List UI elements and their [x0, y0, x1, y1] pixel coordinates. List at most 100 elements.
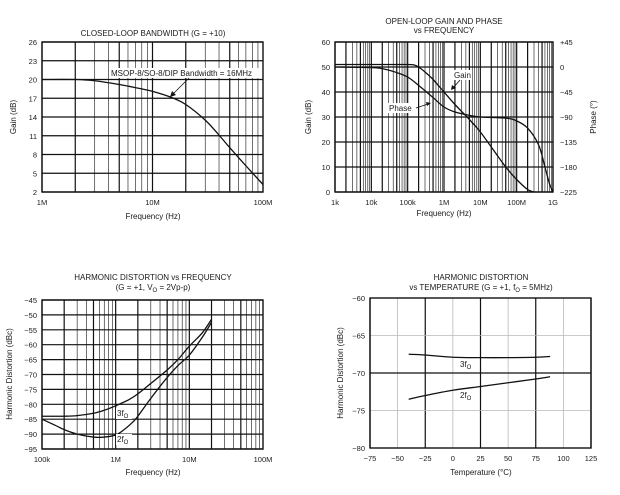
y-tick-label: 14	[29, 113, 37, 122]
bandwidth-annotation: MSOP-8/SO-8/DIP Bandwidth = 16MHz	[111, 69, 252, 78]
harmonic-distortion-vs-frequency-chart: 100k 1M 10M 100M −95 −90 −85 −80 −75 −70 −65 −60 −55…	[5, 273, 272, 477]
phase-arrowhead	[426, 102, 431, 106]
y-tick-label: 0	[326, 188, 330, 197]
x-tick-label: 10M	[473, 198, 488, 207]
grid	[41, 299, 263, 450]
series-label-2fo: 2fO	[460, 391, 472, 402]
y-tick-label: −65	[24, 356, 37, 365]
y-tick-label: −80	[24, 400, 37, 409]
x-tick-label: 75	[532, 454, 540, 463]
y-tick-label: 30	[322, 113, 330, 122]
series-line-2fo	[41, 322, 213, 439]
y-tick-label: 5	[33, 169, 37, 178]
annotation-arrowhead	[170, 91, 176, 97]
annotation-background	[110, 68, 262, 78]
series-label-3fo: 3fO	[117, 409, 129, 420]
tick-labels: 100k 1M 10M 100M −95 −90 −85 −80 −75 −70 −65 −60 −55…	[24, 296, 272, 464]
x-tick-label: 10M	[182, 455, 197, 464]
x-tick-label: 10M	[145, 198, 160, 207]
series-group	[41, 319, 213, 439]
x-axis-label: Frequency (Hz)	[125, 468, 180, 477]
harmonic-distortion-vs-temperature-chart: −75 −50 −25 0 25 50 75 100 125−80−75−70−65−60 HA…	[336, 273, 597, 477]
chart-title: CLOSED-LOOP BANDWIDTH (G = +10)	[81, 29, 226, 38]
x-tick-label: −75	[364, 454, 377, 463]
label-3fo-sub: O	[467, 365, 472, 371]
y-tick-label: 50	[322, 63, 330, 72]
subtitle-subscript: O	[153, 288, 158, 294]
label-3fo-sub: O	[124, 414, 129, 420]
y-tick-label: 20	[29, 76, 37, 85]
label-2fo-sub: O	[467, 396, 472, 402]
x-tick-label: 50	[504, 454, 512, 463]
y-tick-label: 2	[33, 188, 37, 197]
series-group	[408, 353, 551, 400]
tick-labels: −75 −50 −25 0 25 50 75 100 125−80−75−70−65−60	[352, 294, 597, 463]
x-axis-label: Frequency (Hz)	[125, 212, 180, 221]
y-tick-label: −60	[352, 294, 365, 303]
gain-arrowhead	[451, 85, 456, 90]
y-tick-label: −90	[24, 430, 37, 439]
series-label-2fo: 2fO	[117, 435, 129, 446]
series-line-gain	[41, 78, 264, 185]
series-line-3fo	[408, 353, 551, 359]
tick-labels: 1M 10M 100M 2 5 8 11 14 17 20 23 26	[29, 38, 273, 207]
subtitle-end: = 2Vp-p)	[157, 283, 190, 292]
y-tick-label: 10	[322, 163, 330, 172]
x-tick-label: 100k	[400, 198, 417, 207]
y-tick-label: 11	[29, 132, 37, 141]
y2-tick-label: 0	[560, 63, 564, 72]
y-tick-label: −50	[24, 311, 37, 320]
subtitle-start: (G = +1, V	[116, 283, 154, 292]
chart-title: OPEN-LOOP GAIN AND PHASE	[385, 17, 502, 26]
phase-curve-label: Phase	[389, 104, 412, 113]
x-tick-label: 10k	[365, 198, 377, 207]
y-tick-label: 17	[29, 94, 37, 103]
x-tick-label: −50	[391, 454, 404, 463]
y-tick-label: −95	[24, 445, 37, 454]
x-tick-label: 1k	[331, 198, 339, 207]
y-tick-label: 20	[322, 138, 330, 147]
y2-tick-label: +45	[560, 38, 573, 47]
closed-loop-bandwidth-chart: 1M 10M 100M 2 5 8 11 14 17 20 23 26 CLOSED-LOOP BAN…	[9, 29, 272, 221]
x-tick-label: 100M	[254, 198, 273, 207]
y-tick-label: 60	[322, 38, 330, 47]
y-tick-label: 40	[322, 88, 330, 97]
subtitle-subscript: O	[515, 288, 520, 294]
plot-frame	[41, 41, 264, 193]
y-tick-label: −80	[352, 444, 365, 453]
series-line-phase	[334, 66, 554, 193]
label-2fo-main: 2f	[117, 435, 124, 444]
y2-tick-label: −135	[560, 138, 577, 147]
chart-subtitle: (G = +1, VO = 2Vp-p)	[116, 283, 191, 294]
label-2fo-main: 2f	[460, 391, 467, 400]
series-line-gain	[334, 63, 535, 193]
y-axis-label: Gain (dB)	[304, 100, 313, 135]
gain-curve-label: Gain	[454, 71, 471, 80]
series-line-3fo	[41, 319, 213, 417]
chart-subtitle: vs FREQUENCY	[414, 26, 475, 35]
x-tick-label: 1G	[548, 198, 558, 207]
y-axis-label: Harmonic Distortion (dBc)	[336, 327, 345, 419]
annotation-arrow-line	[171, 77, 190, 96]
x-tick-label: 1M	[37, 198, 47, 207]
chart-subtitle: vs TEMPERATURE (G = +1, fO = 5MHz)	[409, 283, 553, 294]
y-tick-label: −55	[24, 326, 37, 335]
subtitle-end: = 5MHz)	[520, 283, 553, 292]
label-3fo-background	[116, 408, 132, 419]
y-tick-label: −70	[24, 371, 37, 380]
y2-tick-label: −180	[560, 163, 577, 172]
plot-frame	[334, 41, 554, 193]
chart-title: HARMONIC DISTORTION	[434, 273, 529, 282]
y-tick-label: 8	[33, 151, 37, 160]
series-line-2fo	[408, 376, 551, 400]
series-label-3fo: 3fO	[460, 360, 472, 371]
x-tick-label: 1M	[110, 455, 120, 464]
phase-label-background	[387, 103, 415, 113]
y2-tick-label: −90	[560, 113, 573, 122]
phase-arrow-line	[415, 103, 429, 109]
label-2fo-background	[116, 434, 132, 445]
grid	[41, 41, 263, 193]
y-tick-label: −60	[24, 341, 37, 350]
y-tick-label: −65	[352, 332, 365, 341]
